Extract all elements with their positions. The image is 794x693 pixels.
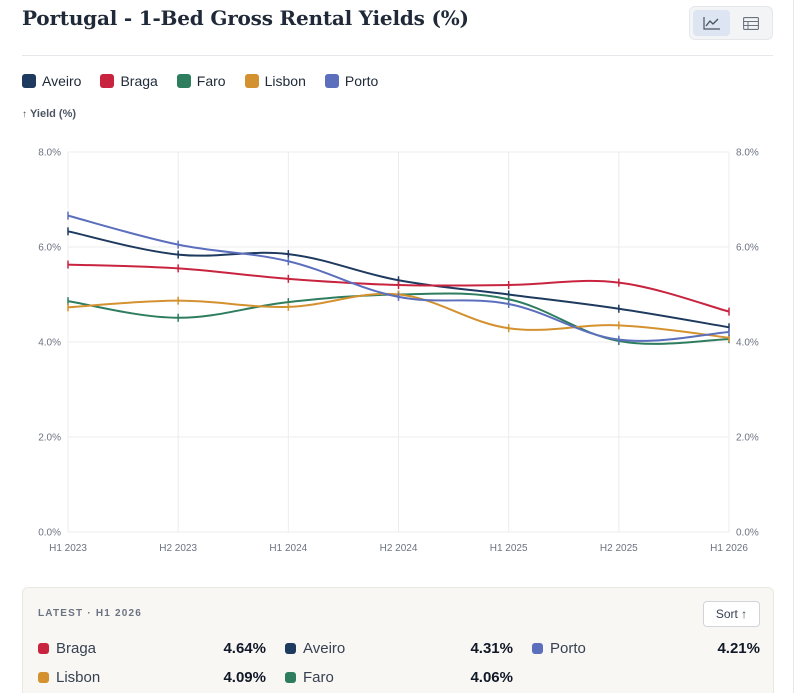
legend-label: Faro [196,73,226,89]
latest-label: LATEST · H1 2026 [38,608,143,619]
legend-item-faro[interactable]: Faro [176,73,226,89]
x-tick-label: H1 2024 [269,543,307,554]
series-value: 4.09% [223,668,266,686]
latest-values-panel: LATEST · H1 2026 Sort ↑ Braga 4.64% Avei… [22,587,774,693]
line-chart-icon [702,17,720,30]
legend-label: Porto [344,73,379,89]
y-tick-label-right: 8.0% [736,148,759,159]
series-name: Porto [550,639,586,657]
legend-swatch [22,74,36,88]
latest-item-aveiro: Aveiro 4.31% [285,638,513,658]
y-axis-title: ↑ Yield (%) [22,108,76,120]
latest-item-faro: Faro 4.06% [285,667,513,687]
legend-item-braga[interactable]: Braga [100,73,158,89]
legend-label: Aveiro [42,73,82,89]
legend-swatch [324,74,339,88]
latest-item-lisbon: Lisbon 4.09% [38,667,266,687]
y-axis-title-text: Yield (%) [30,108,77,120]
series-dot [285,671,296,683]
sort-button[interactable]: Sort ↑ [703,601,760,627]
line-chart-view-button[interactable] [693,10,730,36]
x-tick-label: H2 2025 [600,543,638,554]
series-dot [38,671,49,683]
series-name: Lisbon [56,668,101,686]
x-tick-label: H1 2026 [710,543,748,554]
latest-row: Lisbon 4.09% Faro 4.06% [38,667,760,687]
legend-swatch [244,74,259,88]
y-tick-label-left: 8.0% [38,148,61,159]
legend-item-aveiro[interactable]: Aveiro [22,73,81,89]
y-tick-label-left: 4.0% [38,338,61,349]
arrow-up-icon: ↑ [22,108,27,120]
series-dot [285,642,296,654]
latest-row: Braga 4.64% Aveiro 4.31% Porto 4.21% [38,638,760,658]
header-divider [22,55,773,56]
legend-item-lisbon[interactable]: Lisbon [244,73,306,89]
series-dot [38,642,49,654]
x-tick-label: H1 2025 [490,543,528,554]
y-tick-label-left: 0.0% [38,528,61,539]
line-chart: 0.0% 0.0% 2.0% 2.0% 4.0% 4.0% 6.0% 6.0% 8.0% 8.0%… [38,148,759,555]
chart-legend: Aveiro Braga Faro Lisbon Porto [22,73,397,89]
page-title: Portugal - 1-Bed Gross Rental Yields (%) [22,6,469,30]
x-tick-label: H2 2024 [380,543,418,554]
series-value: 4.21% [717,639,760,657]
series-name: Braga [56,639,97,657]
series-dot [532,642,543,654]
series-name: Aveiro [303,639,346,657]
legend-label: Braga [120,73,158,89]
table-icon [742,16,759,30]
view-toggle [689,6,773,40]
y-tick-label-right: 2.0% [736,433,759,444]
y-tick-label-left: 2.0% [38,433,61,444]
legend-swatch [100,74,115,88]
series-value: 4.06% [470,668,513,686]
x-tick-label: H2 2023 [159,543,197,554]
x-tick-label: H1 2023 [49,543,87,554]
table-view-button[interactable] [732,10,769,36]
legend-swatch [176,74,191,88]
latest-item-braga: Braga 4.64% [38,638,266,658]
series-value: 4.64% [223,639,266,657]
y-tick-label-right: 0.0% [736,528,759,539]
y-tick-label-right: 6.0% [736,243,759,254]
y-tick-label-left: 6.0% [38,243,61,254]
latest-item-porto: Porto 4.21% [532,638,760,658]
legend-label: Lisbon [264,73,306,89]
series-value: 4.31% [470,639,513,657]
y-tick-label-right: 4.0% [736,338,759,349]
legend-item-porto[interactable]: Porto [324,73,379,89]
series-name: Faro [303,668,334,686]
